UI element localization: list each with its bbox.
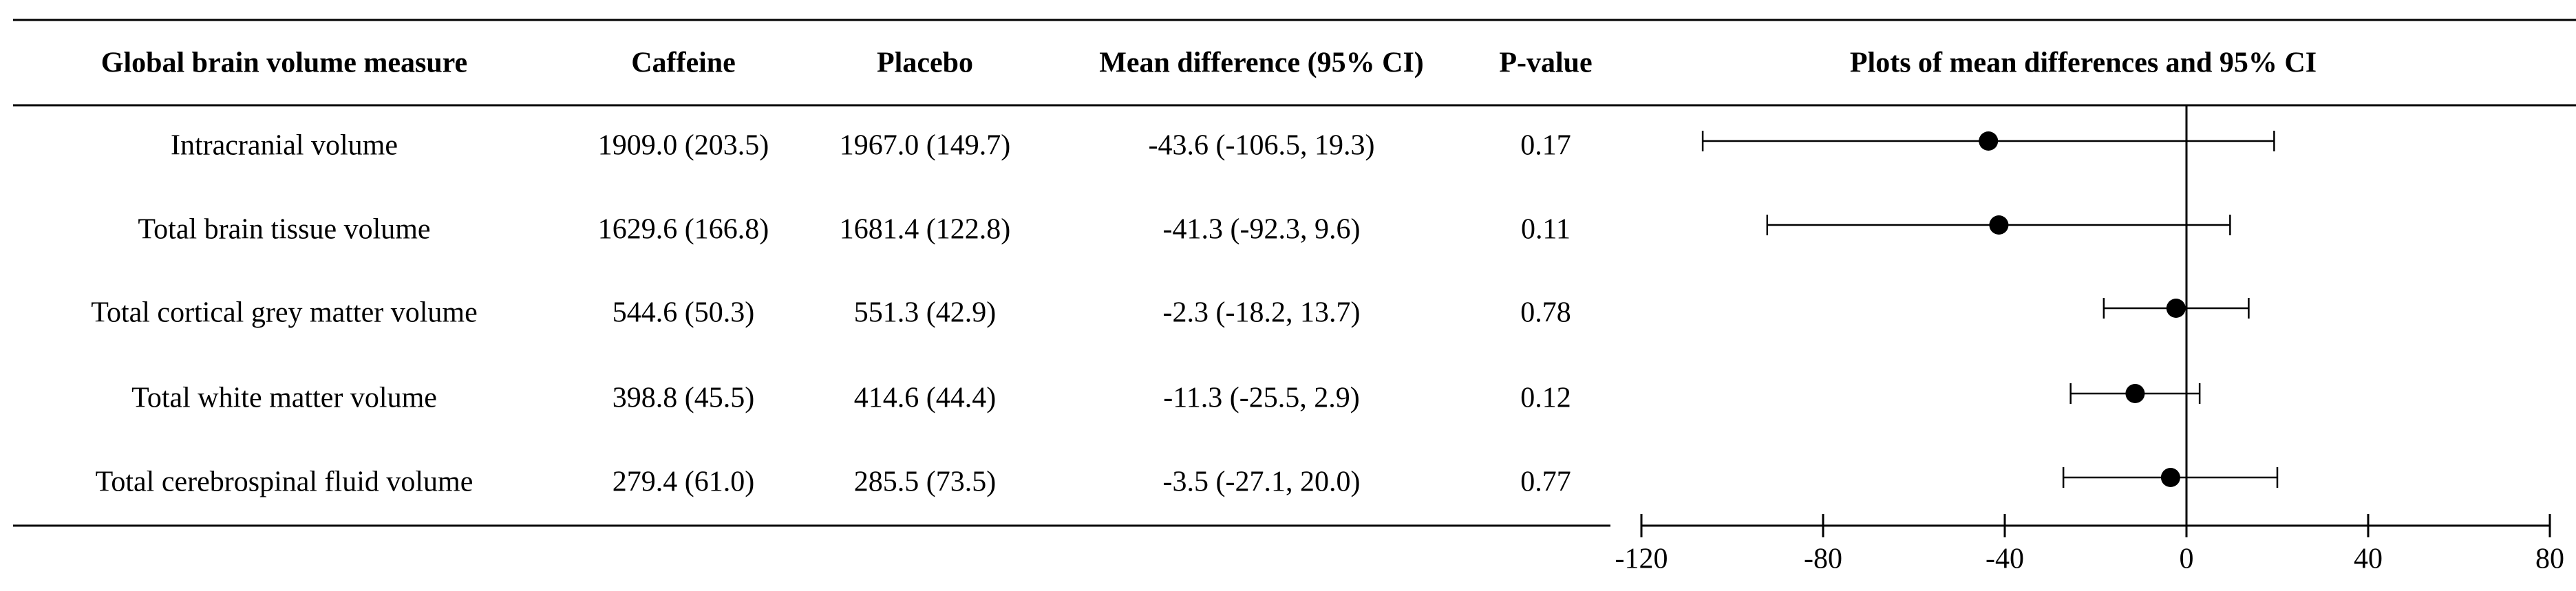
- table-cell: 0.11: [1521, 214, 1571, 246]
- table-cell: 551.3 (42.9): [854, 297, 996, 329]
- table-cell: 398.8 (45.5): [613, 383, 754, 414]
- x-tick-label: 80: [2535, 544, 2564, 575]
- column-header: P-value: [1499, 47, 1592, 79]
- x-tick-label: 40: [2354, 544, 2383, 575]
- table-cell: 0.78: [1520, 297, 1571, 329]
- table-cell: 1967.0 (149.7): [840, 130, 1010, 162]
- table-cell: 0.17: [1520, 130, 1571, 162]
- table-cell: Total brain tissue volume: [138, 214, 430, 246]
- column-header: Placebo: [877, 47, 973, 79]
- plot-title: Plots of mean differences and 95% CI: [1850, 47, 2317, 79]
- point-estimate: [1989, 215, 2009, 235]
- table-cell: 0.12: [1520, 383, 1571, 414]
- table-cell: Total cerebrospinal fluid volume: [96, 466, 473, 498]
- x-tick-label: -40: [1986, 544, 2024, 575]
- table-cell: 414.6 (44.4): [854, 383, 996, 414]
- table-cell: -2.3 (-18.2, 13.7): [1163, 297, 1361, 329]
- table-cell: -3.5 (-27.1, 20.0): [1163, 466, 1361, 498]
- column-header: Caffeine: [631, 47, 736, 79]
- table-cell: -41.3 (-92.3, 9.6): [1163, 214, 1361, 246]
- table-cell: -11.3 (-25.5, 2.9): [1163, 383, 1359, 414]
- table-cell: -43.6 (-106.5, 19.3): [1149, 130, 1375, 162]
- table-cell: 285.5 (73.5): [854, 466, 996, 498]
- x-tick-label: 0: [2180, 544, 2194, 575]
- table-cell: Intracranial volume: [171, 130, 398, 162]
- column-header: Mean difference (95% CI): [1099, 47, 1424, 79]
- x-tick-label: -120: [1615, 544, 1668, 575]
- point-estimate: [2166, 299, 2186, 318]
- point-estimate: [2125, 384, 2145, 403]
- table-cell: 1629.6 (166.8): [598, 214, 769, 246]
- table-cell: Total white matter volume: [131, 383, 437, 414]
- table-cell: 1681.4 (122.8): [840, 214, 1010, 246]
- table-cell: Total cortical grey matter volume: [91, 297, 478, 329]
- table-cell: 279.4 (61.0): [613, 466, 754, 498]
- x-tick-label: -80: [1804, 544, 1842, 575]
- point-estimate: [2160, 468, 2180, 487]
- table-cell: 0.77: [1520, 466, 1571, 498]
- table-cell: 1909.0 (203.5): [598, 130, 769, 162]
- point-estimate: [1979, 131, 1999, 151]
- column-header: Global brain volume measure: [101, 47, 467, 79]
- table-cell: 544.6 (50.3): [613, 297, 754, 329]
